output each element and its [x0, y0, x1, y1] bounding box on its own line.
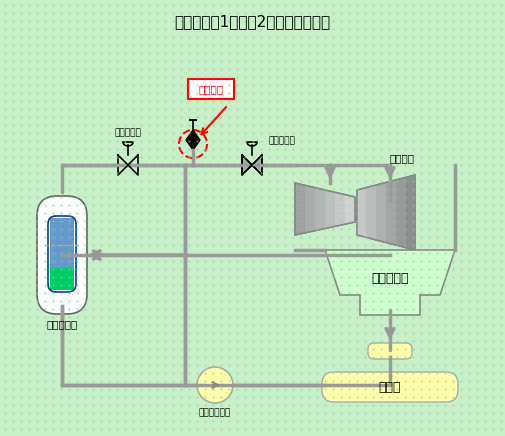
FancyBboxPatch shape: [37, 196, 87, 314]
Polygon shape: [242, 155, 252, 175]
FancyBboxPatch shape: [188, 79, 234, 99]
Text: 脱気器: 脱気器: [379, 381, 401, 394]
Polygon shape: [295, 183, 305, 235]
Polygon shape: [345, 194, 355, 224]
Polygon shape: [315, 187, 325, 231]
FancyBboxPatch shape: [50, 218, 74, 269]
FancyBboxPatch shape: [368, 343, 412, 359]
Polygon shape: [186, 130, 200, 140]
Polygon shape: [395, 177, 406, 248]
Polygon shape: [325, 190, 335, 228]
Polygon shape: [186, 140, 200, 150]
Polygon shape: [406, 175, 415, 250]
Text: 蒸気発生器: 蒸気発生器: [46, 319, 78, 329]
Circle shape: [197, 367, 233, 403]
Polygon shape: [305, 185, 315, 233]
Polygon shape: [357, 187, 367, 238]
FancyBboxPatch shape: [322, 372, 458, 402]
Polygon shape: [252, 155, 262, 175]
FancyBboxPatch shape: [50, 269, 74, 290]
Polygon shape: [335, 192, 345, 226]
Polygon shape: [367, 185, 376, 240]
Polygon shape: [325, 250, 455, 315]
Text: 伊方発電所1号機　2次系系統概略図: 伊方発電所1号機 2次系系統概略図: [174, 14, 330, 30]
Text: 主蒸隔離弁: 主蒸隔離弁: [115, 128, 141, 137]
Text: 主蒸気止弁: 主蒸気止弁: [269, 136, 295, 145]
Text: 復　水　器: 復 水 器: [371, 272, 409, 285]
Polygon shape: [376, 183, 386, 242]
Text: 当該箇所: 当該箇所: [198, 84, 224, 94]
Polygon shape: [386, 180, 395, 245]
Text: タービン: タービン: [390, 153, 415, 163]
Polygon shape: [295, 183, 355, 235]
Polygon shape: [357, 175, 415, 250]
Text: 主給水ポンプ: 主給水ポンプ: [199, 409, 231, 418]
